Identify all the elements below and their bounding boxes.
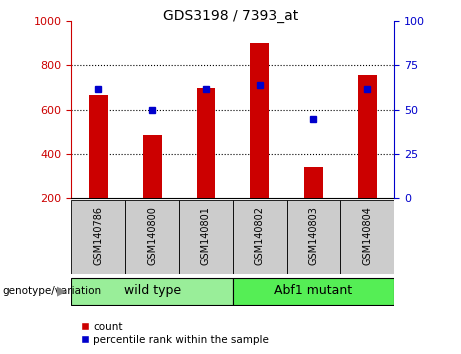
Text: genotype/variation: genotype/variation [2, 286, 101, 296]
Bar [71, 200, 125, 274]
Bar [125, 200, 179, 274]
Legend: count, percentile rank within the sample: count, percentile rank within the sample [77, 317, 273, 349]
Text: GDS3198 / 7393_at: GDS3198 / 7393_at [163, 9, 298, 23]
Bar [304, 167, 323, 198]
Text: wild type: wild type [124, 284, 181, 297]
Bar [340, 200, 394, 274]
Text: GSM140803: GSM140803 [308, 206, 319, 265]
Bar [358, 75, 377, 198]
Text: GSM140800: GSM140800 [147, 206, 157, 265]
Bar [179, 200, 233, 274]
Bar [89, 95, 108, 198]
Text: GSM140804: GSM140804 [362, 206, 372, 265]
Text: GSM140802: GSM140802 [254, 206, 265, 265]
Text: GSM140786: GSM140786 [93, 206, 103, 265]
Text: ▶: ▶ [58, 285, 67, 298]
Bar [233, 200, 287, 274]
Bar [196, 88, 215, 198]
Bar [143, 135, 161, 198]
Bar [233, 278, 394, 305]
Bar [287, 200, 340, 274]
Text: GSM140801: GSM140801 [201, 206, 211, 265]
Bar [250, 43, 269, 198]
Bar [71, 278, 233, 305]
Text: Abf1 mutant: Abf1 mutant [274, 284, 353, 297]
